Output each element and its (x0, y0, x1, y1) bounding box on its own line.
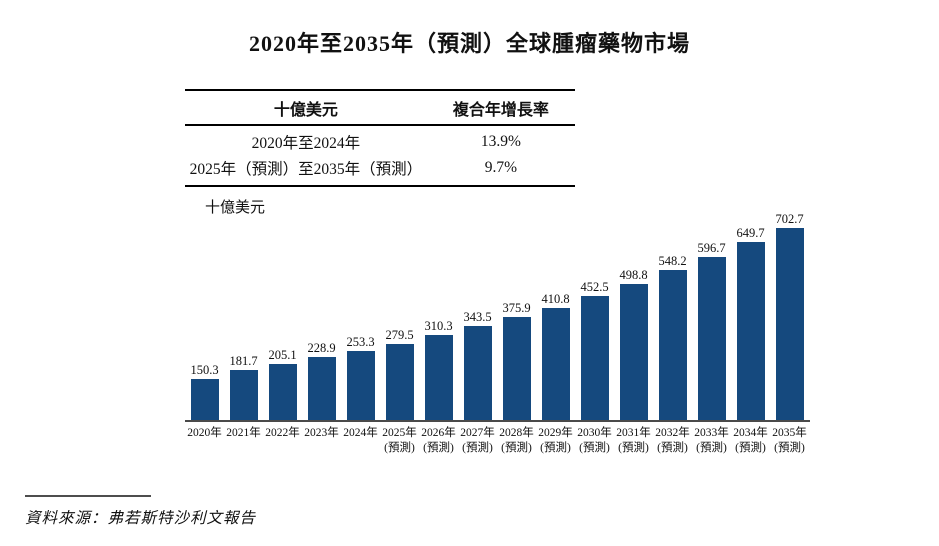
x-axis-label: 2024年 (343, 427, 378, 439)
bar-chart: 150.3 2020年 181.7 2021年 205.1 2022年 228.9 2023年… (185, 208, 810, 454)
bar-column: 375.9 2028年 (預測) (497, 208, 536, 453)
x-axis-label: 2034年 (預測) (733, 427, 768, 454)
bar (229, 370, 258, 420)
bar-column: 498.8 2031年 (預測) (614, 208, 653, 453)
bar-value-label: 343.5 (463, 309, 492, 324)
x-axis-label: 2035年 (預測) (772, 427, 807, 454)
x-axis-label: 2025年 (預測) (382, 427, 417, 454)
bar-column: 310.3 2026年 (預測) (419, 208, 458, 453)
table-row: 2020年至2024年 13.9% (185, 125, 575, 155)
bar-value-label: 253.3 (346, 334, 375, 349)
x-axis-label: 2022年 (265, 427, 300, 439)
bar-column: 702.7 2035年 (預測) (770, 208, 809, 453)
bar (463, 326, 492, 420)
x-axis-label: 2033年 (預測) (694, 427, 729, 454)
bar (736, 242, 765, 420)
bar-value-label: 310.3 (424, 318, 453, 333)
cagr-summary-table: 十億美元 複合年增長率 2020年至2024年 13.9% 2025年（預測）至… (185, 89, 575, 187)
x-axis-label: 2032年 (預測) (655, 427, 690, 454)
table-header-cagr: 複合年增長率 (426, 90, 575, 126)
bars-container: 150.3 2020年 181.7 2021年 205.1 2022年 228.9 2023年… (185, 208, 810, 454)
bar (190, 379, 219, 420)
x-axis-label: 2030年 (預測) (577, 427, 612, 454)
bar-value-label: 548.2 (658, 253, 687, 268)
table-row: 2025年（預測）至2035年（預測） 9.7% (185, 155, 575, 186)
bar (346, 351, 375, 420)
table-header-unit: 十億美元 (185, 90, 427, 126)
source-text: 資料來源：弗若斯特沙利文報告 (25, 510, 257, 527)
chart-title: 2020年至2035年（預測）全球腫瘤藥物市場 (248, 31, 690, 56)
bar-value-label: 649.7 (736, 225, 765, 240)
bar-value-label: 410.8 (541, 291, 570, 306)
bar-value-label: 375.9 (502, 300, 531, 315)
x-axis-label: 2029年 (預測) (538, 427, 573, 454)
bar-column: 410.8 2029年 (預測) (536, 208, 575, 453)
bar-column: 452.5 2030年 (預測) (575, 208, 614, 453)
bar-value-label: 279.5 (385, 327, 414, 342)
cagr-cell: 9.7% (484, 159, 518, 176)
cagr-cell: 13.9% (480, 133, 521, 150)
bar-column: 181.7 2021年 (224, 208, 263, 439)
bar-value-label: 452.5 (580, 279, 609, 294)
bar (697, 257, 726, 420)
bar (307, 357, 336, 420)
x-axis-label: 2021年 (226, 427, 261, 439)
source-note: 資料來源：弗若斯特沙利文報告 (25, 495, 256, 528)
bar-column: 205.1 2022年 (263, 208, 302, 439)
source-divider (25, 495, 151, 497)
table-header-row: 十億美元 複合年增長率 (185, 90, 575, 126)
bar-value-label: 596.7 (697, 240, 726, 255)
x-axis-label: 2031年 (預測) (616, 427, 651, 454)
bar-column: 150.3 2020年 (185, 208, 224, 439)
bar-value-label: 498.8 (619, 267, 648, 282)
bar-column: 253.3 2024年 (341, 208, 380, 439)
bar (580, 296, 609, 420)
bar-column: 279.5 2025年 (預測) (380, 208, 419, 453)
x-axis-label: 2027年 (預測) (460, 427, 495, 454)
bar (385, 344, 414, 420)
bar (502, 317, 531, 420)
x-axis-label: 2028年 (預測) (499, 427, 534, 454)
bar-value-label: 181.7 (229, 353, 258, 368)
period-cell: 2020年至2024年 (251, 135, 361, 152)
bar (619, 284, 648, 420)
x-axis-label: 2026年 (預測) (421, 427, 456, 454)
bar-value-label: 205.1 (268, 347, 297, 362)
bar-column: 228.9 2023年 (302, 208, 341, 439)
bar (775, 228, 804, 420)
bar (424, 335, 453, 420)
bar-value-label: 150.3 (190, 362, 219, 377)
period-cell: 2025年（預測）至2035年（預測） (189, 161, 423, 178)
x-axis-label: 2023年 (304, 427, 339, 439)
bar-column: 343.5 2027年 (預測) (458, 208, 497, 453)
x-axis-label: 2020年 (187, 427, 222, 439)
bar-column: 548.2 2032年 (預測) (653, 208, 692, 453)
bar (268, 364, 297, 420)
bar (658, 270, 687, 420)
bar-value-label: 702.7 (775, 211, 804, 226)
bar (541, 308, 570, 420)
y-axis-unit-label: 十億美元 (205, 200, 266, 216)
bar-column: 649.7 2034年 (預測) (731, 208, 770, 453)
bar-value-label: 228.9 (307, 340, 336, 355)
bar-column: 596.7 2033年 (預測) (692, 208, 731, 453)
